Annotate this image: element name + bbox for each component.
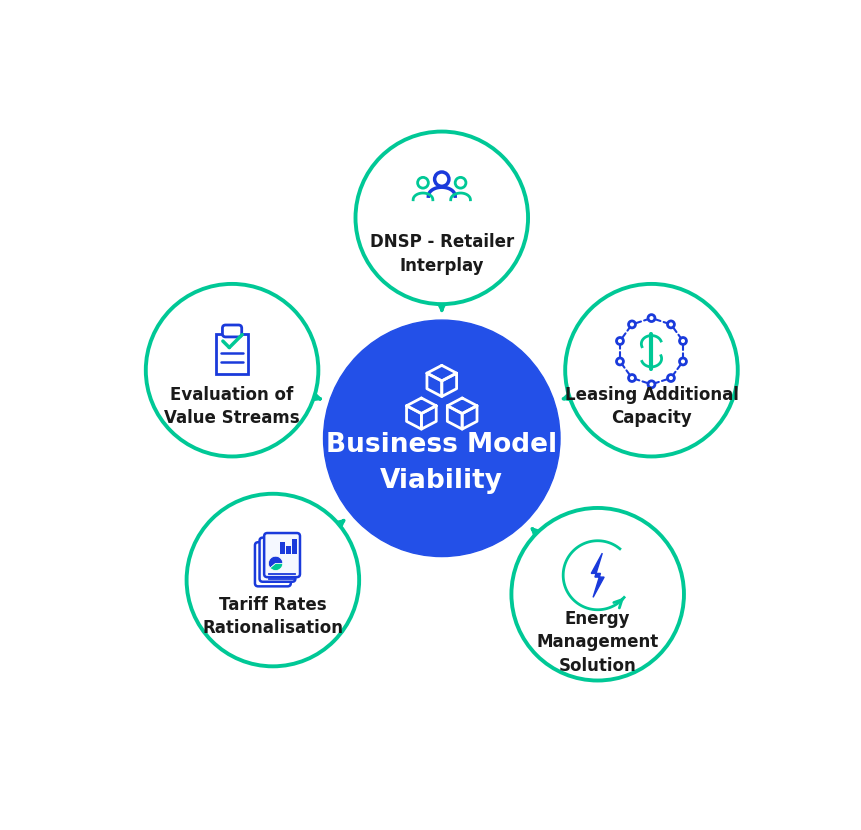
Bar [280,542,284,554]
Text: DNSP - Retailer
Interplay: DNSP - Retailer Interplay [369,233,513,275]
Circle shape [565,284,737,456]
Text: Evaluation of
Value Streams: Evaluation of Value Streams [164,386,300,427]
Circle shape [323,320,560,557]
Circle shape [628,321,635,328]
Wedge shape [268,556,282,568]
Circle shape [678,338,685,344]
Circle shape [666,321,673,328]
Circle shape [678,358,685,365]
FancyBboxPatch shape [259,538,295,582]
Circle shape [647,381,654,388]
Circle shape [355,131,528,304]
Circle shape [666,374,673,382]
Bar [292,539,297,554]
FancyBboxPatch shape [263,533,300,577]
Circle shape [616,338,623,344]
FancyBboxPatch shape [255,542,290,586]
Text: Tariff Rates
Rationalisation: Tariff Rates Rationalisation [202,596,343,637]
Circle shape [146,284,318,456]
Bar [286,546,290,554]
Wedge shape [269,564,282,570]
Text: Leasing Additional
Capacity: Leasing Additional Capacity [564,386,738,427]
Circle shape [616,358,623,365]
Circle shape [511,508,683,681]
FancyBboxPatch shape [222,325,241,337]
Text: Energy
Management
Solution: Energy Management Solution [536,610,658,675]
Text: Business Model
Viability: Business Model Viability [325,432,557,494]
FancyBboxPatch shape [216,334,248,374]
Polygon shape [591,553,604,598]
Circle shape [186,494,359,666]
Circle shape [647,315,654,321]
Circle shape [628,374,635,382]
